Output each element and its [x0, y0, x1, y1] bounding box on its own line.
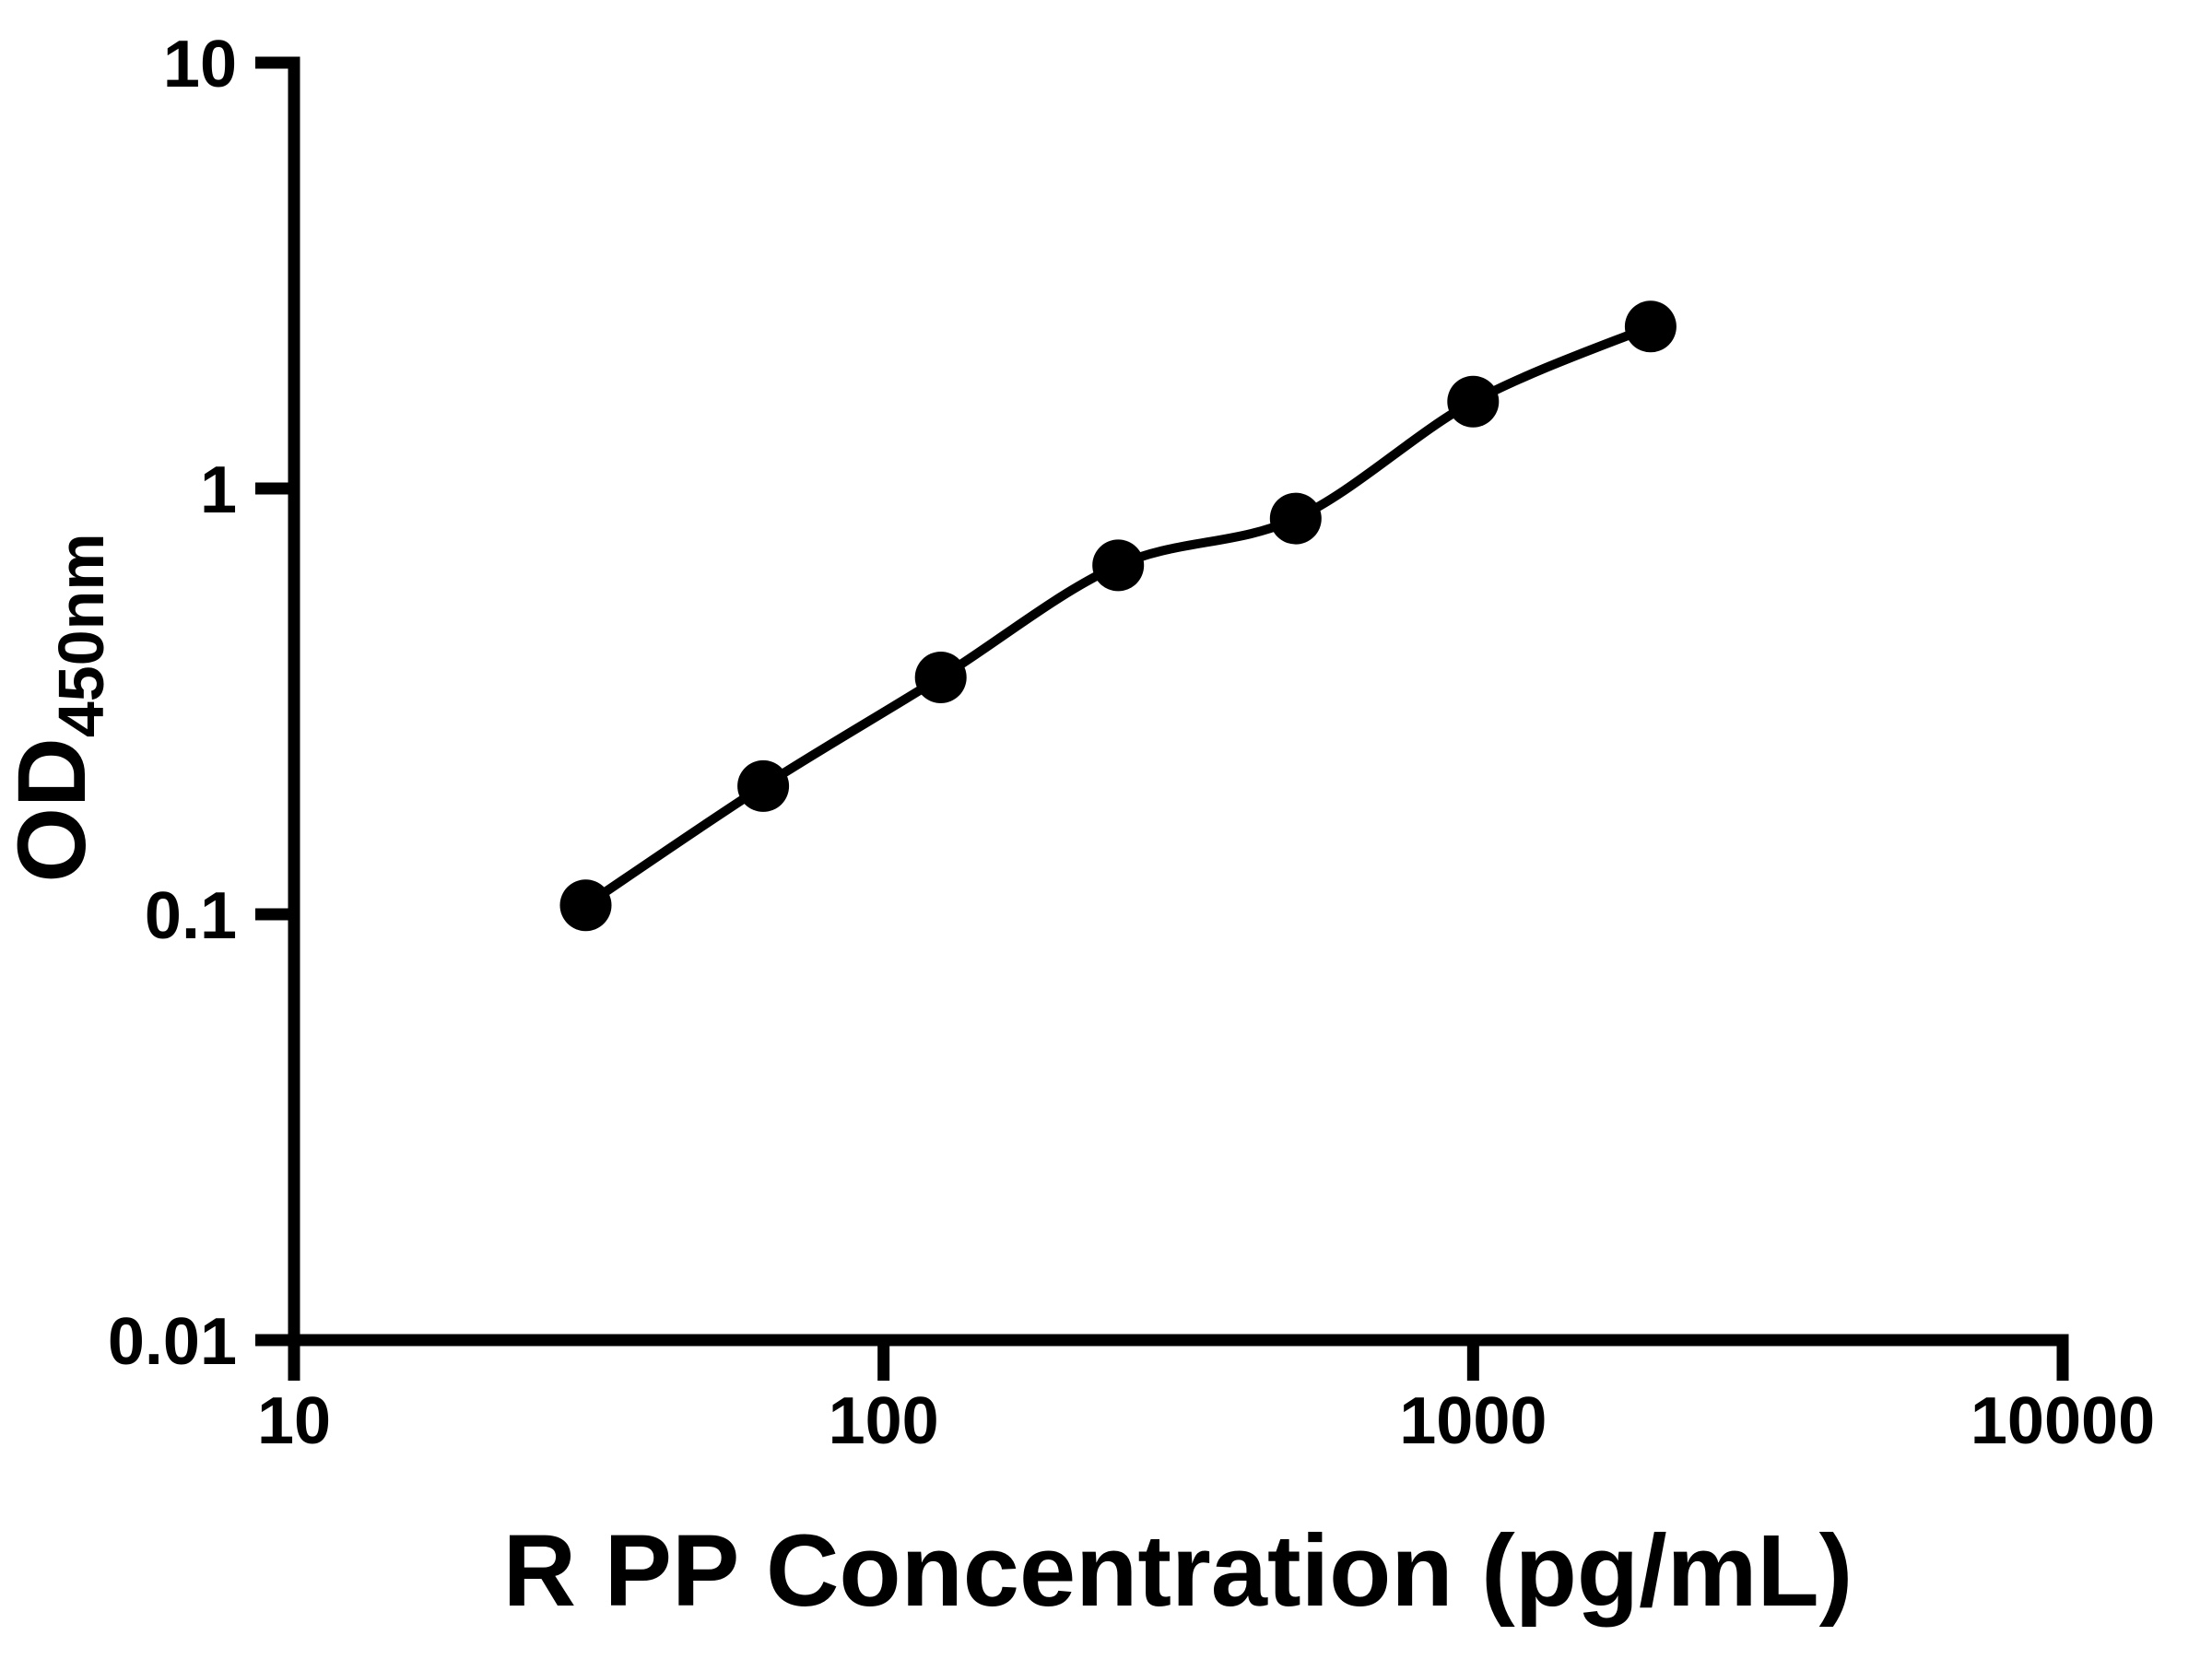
x-tick-label: 100 [829, 1384, 939, 1458]
x-tick-label: 10000 [1971, 1384, 2155, 1458]
data-point-marker [559, 879, 612, 932]
x-axis-title: R PP Concentration (pg/mL) [503, 1514, 1853, 1628]
data-point-marker [914, 652, 967, 703]
data-point-marker [1624, 300, 1677, 353]
y-tick-label: 0.1 [145, 879, 237, 953]
series-layer [559, 300, 1677, 932]
y-tick-label: 10 [163, 28, 237, 101]
axes [288, 56, 2069, 1347]
data-point-marker [1269, 492, 1322, 545]
x-tick-label: 10 [257, 1384, 331, 1458]
y-axis-title: OD450nm [0, 533, 117, 882]
axis-ticks [255, 56, 2069, 1381]
y-axis-title-main: OD [0, 737, 106, 883]
x-tick-label: 1000 [1399, 1384, 1547, 1458]
y-tick-label: 0.01 [108, 1305, 237, 1379]
data-point-marker [737, 759, 790, 812]
data-point-marker [1447, 375, 1500, 428]
y-axis-title-subscript: 450nm [45, 533, 117, 737]
axis-tick-labels: 10 1 0.1 0.01 10 100 1000 10000 [108, 28, 2155, 1458]
y-tick-label: 1 [200, 453, 237, 527]
data-point-marker [1092, 539, 1145, 592]
